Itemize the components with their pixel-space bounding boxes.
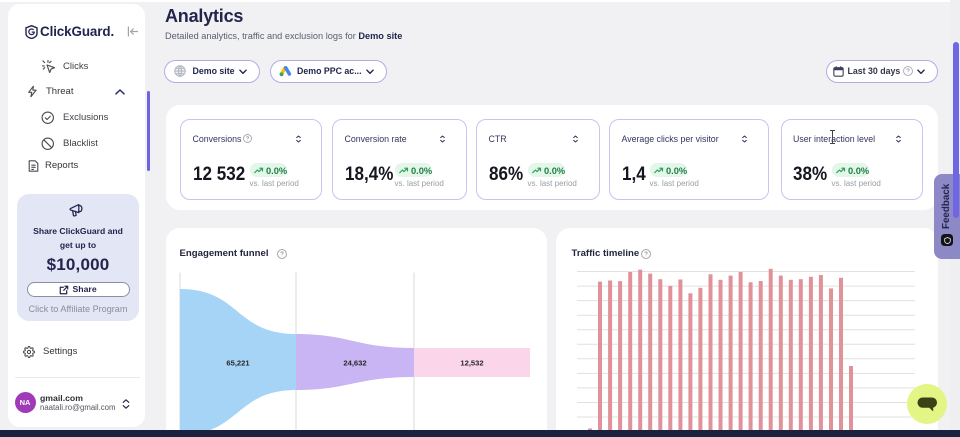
svg-text:12,532: 12,532	[460, 359, 483, 368]
svg-text:24,632: 24,632	[343, 359, 366, 368]
svg-text:65,221: 65,221	[226, 359, 250, 368]
